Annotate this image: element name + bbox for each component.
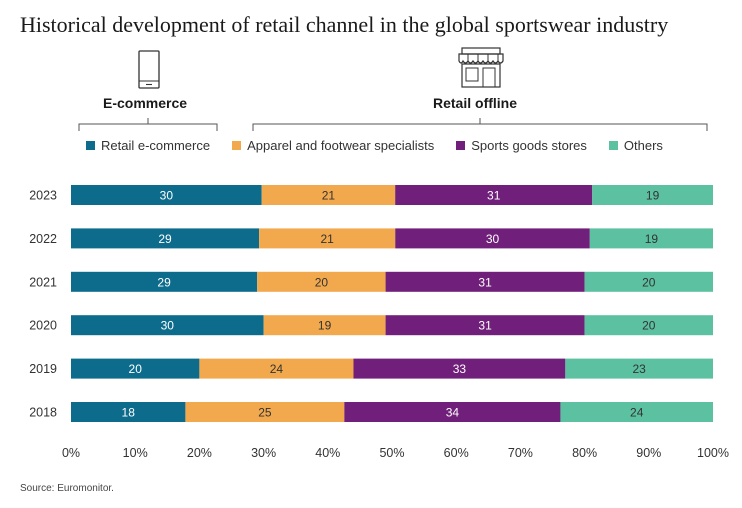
x-tick-label: 10% xyxy=(123,446,148,460)
legend-swatch xyxy=(86,141,95,150)
x-tick-label: 90% xyxy=(636,446,661,460)
bar-segment xyxy=(71,228,260,249)
x-tick-label: 20% xyxy=(187,446,212,460)
legend-item-others: Others xyxy=(608,138,663,153)
data-label: 30 xyxy=(486,232,500,246)
bar-segment xyxy=(257,271,386,292)
data-label: 18 xyxy=(122,406,136,420)
x-tick-label: 50% xyxy=(379,446,404,460)
bar-segment xyxy=(565,358,713,379)
bar-segment xyxy=(385,271,585,292)
category-label: 2022 xyxy=(29,232,57,246)
data-label: 23 xyxy=(632,362,646,376)
bar-segment xyxy=(71,185,262,205)
data-label: 31 xyxy=(478,319,492,333)
data-label: 29 xyxy=(157,275,171,289)
data-label: 21 xyxy=(320,232,334,246)
legend-swatch xyxy=(232,141,242,150)
legend-label: Others xyxy=(623,138,663,153)
bar-segment xyxy=(263,315,386,336)
x-tick-label: 60% xyxy=(444,446,469,460)
data-label: 20 xyxy=(129,362,143,376)
data-label: 19 xyxy=(646,189,660,203)
bar-segment xyxy=(584,271,713,292)
legend-swatch xyxy=(456,141,466,150)
x-tick-label: 80% xyxy=(572,446,597,460)
category-label: 2018 xyxy=(29,406,57,420)
bar-segment xyxy=(199,358,354,379)
chart-title: Historical development of retail channel… xyxy=(20,12,669,37)
data-label: 24 xyxy=(270,362,284,376)
data-label: 29 xyxy=(158,232,172,246)
bar-segment xyxy=(71,271,258,292)
bar-segment xyxy=(395,228,590,249)
bar-segment xyxy=(560,402,713,422)
data-label: 33 xyxy=(453,362,467,376)
bar-segment xyxy=(261,185,396,205)
legend-item-sports-goods: Sports goods stores xyxy=(456,138,587,153)
bar-segment xyxy=(344,402,561,422)
data-label: 20 xyxy=(642,275,656,289)
data-label: 19 xyxy=(645,232,659,246)
data-label: 30 xyxy=(160,189,174,203)
data-label: 21 xyxy=(322,189,336,203)
group-brackets xyxy=(78,118,708,131)
smartphone-icon xyxy=(138,50,160,89)
category-label: 2020 xyxy=(29,319,57,333)
category-label: 2019 xyxy=(29,362,57,376)
bar-segment xyxy=(71,402,186,422)
data-label: 20 xyxy=(642,319,656,333)
category-label: 2021 xyxy=(29,275,57,289)
bar-segment xyxy=(395,185,593,205)
data-label: 31 xyxy=(478,275,492,289)
source-note: Source: Euromonitor. xyxy=(20,483,114,494)
bar-segment xyxy=(353,358,566,379)
data-label: 20 xyxy=(315,275,329,289)
data-label: 30 xyxy=(161,319,175,333)
bar-segment xyxy=(589,228,713,249)
data-label: 34 xyxy=(446,406,460,420)
offline-group-label: Retail offline xyxy=(433,95,518,111)
data-label: 19 xyxy=(318,319,332,333)
x-tick-label: 0% xyxy=(62,446,80,460)
legend-item-retail-ecommerce: Retail e-commerce xyxy=(86,138,210,153)
x-tick-label: 100% xyxy=(697,446,729,460)
bar-segment xyxy=(185,402,345,422)
legend-item-apparel-footwear: Apparel and footwear specialists xyxy=(232,138,434,153)
data-label: 31 xyxy=(487,189,501,203)
bar-segment xyxy=(71,358,200,379)
bar-segment xyxy=(592,185,713,205)
legend-label: Sports goods stores xyxy=(471,138,587,153)
x-tick-label: 70% xyxy=(508,446,533,460)
legend-swatch xyxy=(608,141,618,150)
x-tick-label: 40% xyxy=(315,446,340,460)
chart-legend: Retail e-commerce Apparel and footwear s… xyxy=(86,138,685,153)
x-tick-label: 30% xyxy=(251,446,276,460)
data-label: 24 xyxy=(630,406,644,420)
bar-segment xyxy=(71,315,264,336)
bar-segment xyxy=(385,315,585,336)
storefront-icon xyxy=(458,47,504,88)
ecommerce-group-label: E-commerce xyxy=(103,95,188,111)
legend-label: Retail e-commerce xyxy=(101,138,211,153)
bar-segment xyxy=(259,228,396,249)
data-label: 25 xyxy=(258,406,272,420)
legend-label: Apparel and footwear specialists xyxy=(247,138,435,153)
bar-segment xyxy=(584,315,713,336)
category-label: 2023 xyxy=(29,189,57,203)
